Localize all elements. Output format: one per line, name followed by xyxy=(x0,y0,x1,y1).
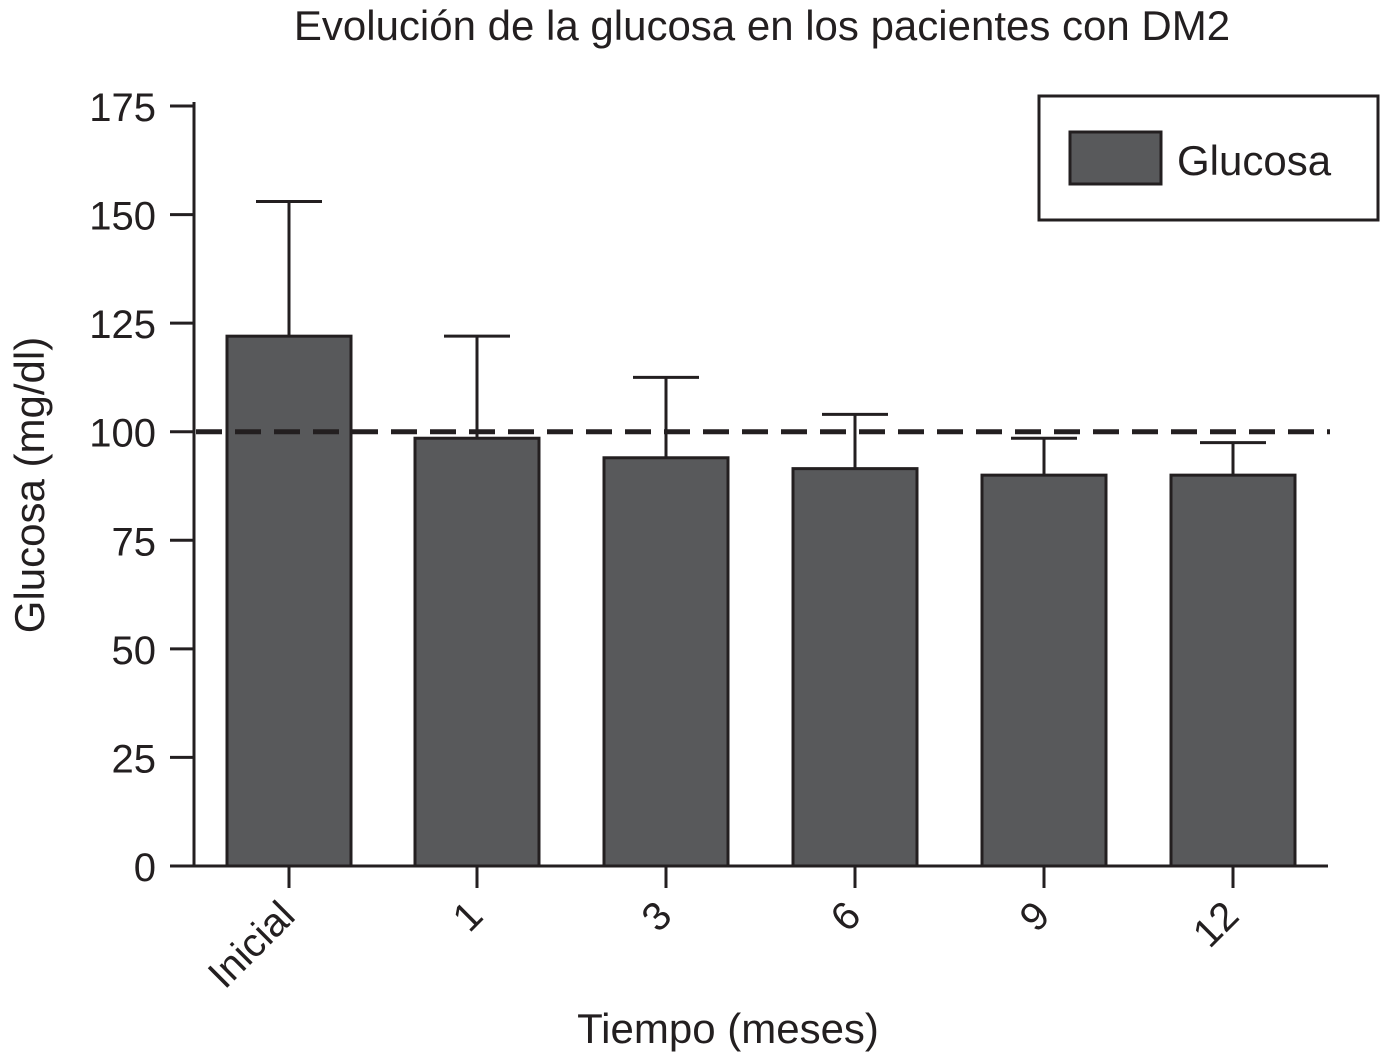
x-axis-label: Tiempo (meses) xyxy=(577,1005,879,1052)
bars xyxy=(225,334,1297,868)
chart-title: Evolución de la glucosa en los pacientes… xyxy=(294,2,1230,49)
x-tick-label: Inicial xyxy=(200,893,303,996)
y-axis-label: Glucosa (mg/dl) xyxy=(6,337,53,633)
x-tick-label: 6 xyxy=(823,893,870,940)
y-tick-label: 175 xyxy=(89,86,156,130)
legend-label: Glucosa xyxy=(1177,137,1332,184)
legend: Glucosa xyxy=(1037,94,1380,222)
bar xyxy=(225,334,353,868)
error-bars xyxy=(256,200,1266,476)
legend-swatch xyxy=(1068,130,1163,186)
y-tick-label: 0 xyxy=(134,846,156,890)
y-tick-label: 150 xyxy=(89,195,156,239)
bar xyxy=(602,456,730,868)
bar xyxy=(791,467,919,868)
y-axis-ticks: 0 25 50 75 100 125 150 175 xyxy=(89,86,194,890)
y-tick-label: 125 xyxy=(89,303,156,347)
y-tick-label: 75 xyxy=(112,520,157,564)
y-tick-label: 25 xyxy=(112,737,157,781)
x-tick-label: 1 xyxy=(445,893,492,940)
x-tick-label: 3 xyxy=(634,893,681,940)
x-tick-label: 12 xyxy=(1185,893,1248,956)
bar xyxy=(980,473,1108,868)
y-tick-label: 50 xyxy=(112,629,157,673)
bar xyxy=(1169,473,1297,868)
y-tick-label: 100 xyxy=(89,412,156,456)
x-tick-label: 9 xyxy=(1012,893,1059,940)
bar xyxy=(413,436,541,868)
x-axis-ticks: Inicial 1 3 6 9 12 xyxy=(200,866,1247,997)
